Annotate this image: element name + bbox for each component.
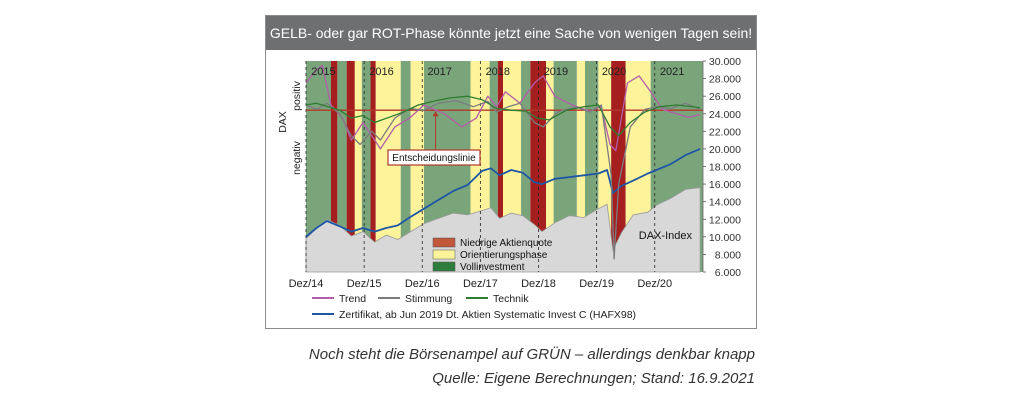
x-axis-tick-label: Dez/20 (637, 278, 672, 290)
year-label: 2020 (602, 66, 626, 78)
series-line-zertifikat (305, 148, 701, 238)
right-axis-tick-label: 28.000 (709, 74, 741, 86)
legend-label: Technik (493, 293, 529, 305)
right-axis: 30.000 28.000 26.000 24.000 22.000 20.000 18.0… (702, 56, 741, 279)
right-axis-tick-label: 10.000 (709, 232, 741, 244)
phase-legend-swatch (432, 237, 456, 248)
left-axis-dax-label: DAX (277, 111, 289, 133)
series-line-technik (305, 95, 701, 137)
phase-legend-swatch (432, 249, 456, 260)
right-axis-tick-label: 18.000 (709, 162, 741, 174)
right-axis-tick-label: 14.000 (709, 197, 741, 209)
series-legend: Trend Stimmung Technik Zertifikat, ab Jun 2… (312, 293, 636, 321)
right-axis-tick-label: 30.000 (709, 56, 741, 68)
right-axis-tick-label: 12.000 (709, 214, 741, 226)
x-axis-tick-label: Dez/19 (579, 278, 614, 290)
right-axis-tick-label: 22.000 (709, 126, 741, 138)
legend-label: Zertifikat, ab Jun 2019 Dt. Aktien Syste… (339, 309, 636, 321)
x-axis: Dez/14 Dez/15 Dez/16 Dez/17 Dez/18 Dez/19 Dez/… (289, 278, 673, 290)
year-label: 2017 (427, 66, 451, 78)
phase-legend-label: Vollinvestment (460, 262, 525, 273)
year-label: 2018 (486, 66, 510, 78)
year-label: 2016 (369, 66, 393, 78)
figure-caption: Noch steht die Börsenampel auf GRÜN – al… (308, 346, 755, 363)
x-axis-tick-label: Dez/14 (289, 278, 324, 290)
series-line-stimmung (305, 99, 701, 260)
x-axis-tick-label: Dez/17 (463, 278, 498, 290)
right-axis-tick-label: 6.000 (715, 267, 741, 279)
phase-band-green (521, 61, 531, 272)
right-axis-tick-label: 8.000 (715, 249, 741, 261)
callout-label: Entscheidungslinie (392, 153, 476, 164)
chart-svg: 2015 2016 2017 2018 2019 2020 2021 Entscheidun… (277, 56, 741, 321)
year-dividers (305, 61, 656, 272)
phase-band-green (361, 61, 371, 272)
phase-legend-swatch (432, 261, 456, 272)
phase-legend-label: Orientierungsphase (460, 250, 548, 261)
dax-index-area (305, 187, 701, 273)
right-axis-tick-label: 20.000 (709, 144, 741, 156)
figure-source: Quelle: Eigene Berechnungen; Stand: 16.9… (432, 370, 755, 387)
left-axis-positive-label: positiv (291, 80, 303, 111)
legend-label: Stimmung (405, 293, 452, 305)
phase-band-red (346, 61, 355, 272)
phase-band-red (530, 61, 547, 272)
phase-band-red (497, 61, 504, 272)
chart-title: GELB- oder gar ROT-Phase könnte jetzt ei… (266, 16, 756, 50)
year-label: 2021 (660, 66, 684, 78)
year-label: 2015 (311, 66, 335, 78)
right-axis-tick-label: 16.000 (709, 179, 741, 191)
callout-box (387, 149, 481, 166)
legend-label: Trend (339, 293, 366, 305)
phase-legend-label: Niedrige Aktienquote (460, 238, 553, 249)
x-axis-tick-label: Dez/18 (521, 278, 556, 290)
phase-band-green (400, 61, 411, 272)
phase-band-yellow (546, 61, 554, 272)
phase-legend: Niedrige AktienquoteOrientierungsphaseVo… (432, 237, 553, 273)
right-axis-tick-label: 26.000 (709, 91, 741, 103)
phase-band-yellow (576, 61, 586, 272)
x-axis-tick-label: Dez/15 (347, 278, 382, 290)
chart-figure: GELB- oder gar ROT-Phase könnte jetzt ei… (265, 15, 757, 329)
phase-band-red (330, 61, 338, 272)
dax-index-label-layer: DAX-Index (639, 230, 693, 242)
year-label: 2019 (544, 66, 568, 78)
phase-band-red (370, 61, 376, 272)
series-line-trend (305, 64, 701, 152)
phase-band-green (337, 61, 347, 272)
decision-callout: Entscheidungslinie (387, 111, 481, 166)
left-axis-negative-label: negativ (291, 140, 303, 175)
callout-arrow-head (432, 111, 439, 117)
year-labels: 2015 2016 2017 2018 2019 2020 2021 (311, 66, 684, 78)
dax-area-layer (305, 187, 701, 273)
right-axis-tick-label: 24.000 (709, 109, 741, 121)
phase-band-green (489, 61, 498, 272)
series-lines (305, 64, 701, 260)
phase-band-yellow (354, 61, 362, 272)
dax-index-label: DAX-Index (639, 230, 693, 242)
x-axis-tick-label: Dez/16 (405, 278, 440, 290)
